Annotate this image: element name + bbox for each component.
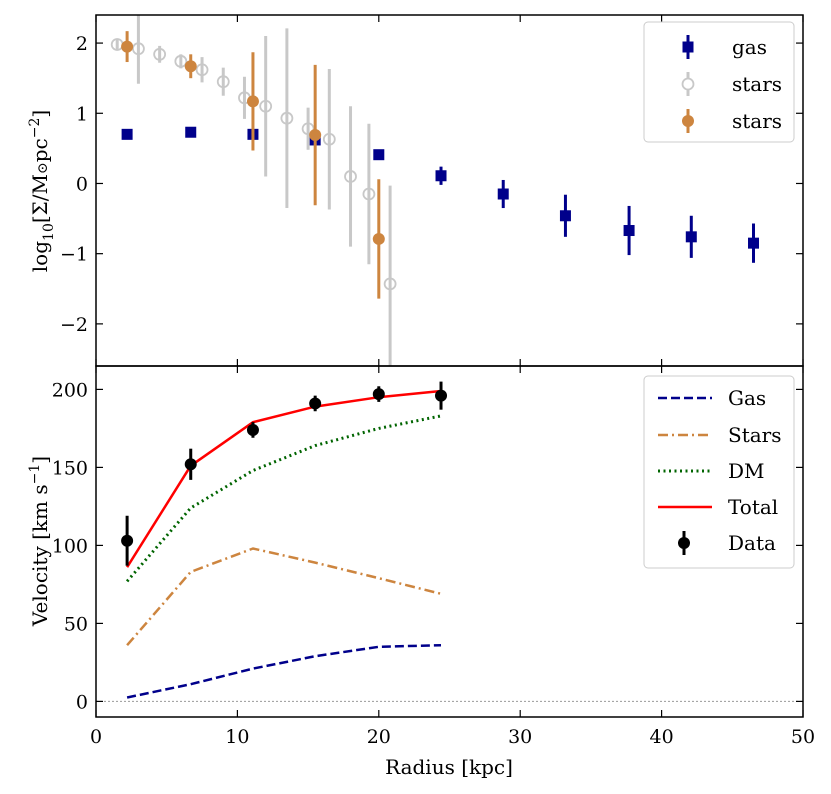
bottom-ytick-label: 150 (52, 457, 88, 479)
legend-entry-total-model: Total (658, 495, 778, 519)
data-point-stars-open (322, 132, 336, 146)
data-point-stars-open (301, 122, 315, 136)
top-legend: gas stars stars (643, 21, 795, 143)
legend-entry-data: Data (678, 531, 776, 555)
bottom-panel-axes: 0 50 100 150 200 0 10 20 30 40 50 (52, 366, 815, 748)
legend-entry-stars-filled: stars (682, 109, 782, 133)
top-ytick-label: 1 (76, 103, 88, 125)
data-point-velocity (246, 423, 259, 436)
top-legend-frame (643, 21, 795, 143)
legend-label-gas-model: Gas (728, 386, 766, 410)
bottom-panel-ylabel: Velocity [km s−1] (27, 456, 52, 627)
data-point-gas (497, 188, 509, 200)
data-point-stars-filled (246, 95, 259, 108)
legend-entry-stars-open: stars (681, 72, 782, 96)
data-point-stars-open (216, 75, 230, 89)
legend-label-stars-filled: stars (732, 109, 782, 133)
series-open-circle-stars (110, 15, 397, 366)
legend-label-gas: gas (732, 35, 767, 59)
bottom-ytick-label: 200 (52, 379, 88, 401)
data-point-velocity (435, 389, 448, 402)
bottom-xtick-label: 0 (90, 726, 102, 748)
bottom-legend: Gas Stars DM Total Data (643, 375, 795, 569)
data-point-stars-open (280, 111, 294, 125)
data-point-stars-open (174, 54, 188, 68)
data-point-gas (748, 237, 760, 249)
legend-label-stars-open: stars (732, 72, 782, 96)
bottom-ytick-label: 50 (64, 613, 88, 635)
legend-label-total-model: Total (728, 495, 778, 519)
data-point-gas (435, 170, 447, 182)
top-panel-ylabel: log10[Σ/M⊙pc−2] (27, 110, 57, 272)
data-point-stars-filled (309, 129, 322, 142)
legend-label-stars-model: Stars (728, 423, 782, 447)
bottom-xtick-label: 20 (367, 726, 391, 748)
bottom-xtick-label: 40 (650, 726, 674, 748)
data-point-stars-filled (184, 60, 197, 73)
bottom-panel-data (96, 381, 803, 702)
bottom-panel-frame (95, 365, 804, 718)
bottom-legend-frame (643, 375, 795, 569)
bottom-panel-xlabel: Radius [kpc] (385, 755, 513, 779)
model-line-gas (126, 643, 442, 699)
top-panel-axes: 2 1 0 −1 −2 (60, 15, 804, 366)
data-point-stars-filled (121, 40, 134, 53)
data-point-gas (559, 210, 571, 222)
data-point-stars-open (362, 187, 376, 201)
model-line-total (126, 389, 442, 568)
data-point-gas (185, 126, 197, 138)
legend-label-data: Data (728, 531, 776, 555)
top-panel-data (110, 15, 760, 366)
top-ytick-label: 2 (76, 33, 88, 55)
data-point-stars-open (259, 99, 273, 113)
data-point-gas (623, 225, 635, 237)
bottom-panel: 0 50 100 150 200 0 10 20 30 40 50 Velocity [km s−1… (27, 365, 815, 779)
top-ytick-label: −2 (60, 314, 88, 336)
legend-entry-dm-model: DM (658, 459, 765, 483)
data-point-gas (373, 149, 385, 161)
bottom-ytick-label: 0 (76, 691, 88, 713)
bottom-xtick-label: 30 (508, 726, 532, 748)
legend-label-dm-model: DM (728, 459, 765, 483)
data-point-velocity (372, 388, 385, 401)
series-filled-circle-stars (121, 31, 385, 299)
top-ytick-label: −1 (60, 244, 88, 266)
top-panel: 2 1 0 −1 −2 log10[Σ/M⊙pc−2] gas stars stars (27, 14, 804, 367)
bottom-xtick-label: 10 (225, 726, 249, 748)
data-point-stars-open (195, 63, 209, 77)
top-ytick-label: 0 (76, 173, 88, 195)
data-point-stars-open (132, 42, 145, 56)
data-point-gas (121, 128, 133, 140)
model-line-stars (126, 547, 442, 647)
legend-entry-stars-model: Stars (658, 423, 782, 447)
series-square-gas (121, 126, 760, 263)
data-point-stars-open (383, 277, 397, 291)
data-point-gas (685, 231, 697, 243)
data-point-stars-open (153, 47, 167, 61)
data-point-velocity (309, 397, 322, 410)
data-point-velocity (184, 458, 197, 471)
data-point-velocity (121, 534, 134, 547)
series-observed-data (121, 381, 448, 566)
bottom-xtick-label: 50 (791, 726, 815, 748)
legend-entry-gas-model: Gas (658, 386, 766, 410)
bottom-ytick-label: 100 (52, 535, 88, 557)
data-point-stars-filled (372, 232, 385, 245)
legend-entry-gas: gas (682, 35, 767, 59)
data-point-stars-open (344, 170, 357, 183)
